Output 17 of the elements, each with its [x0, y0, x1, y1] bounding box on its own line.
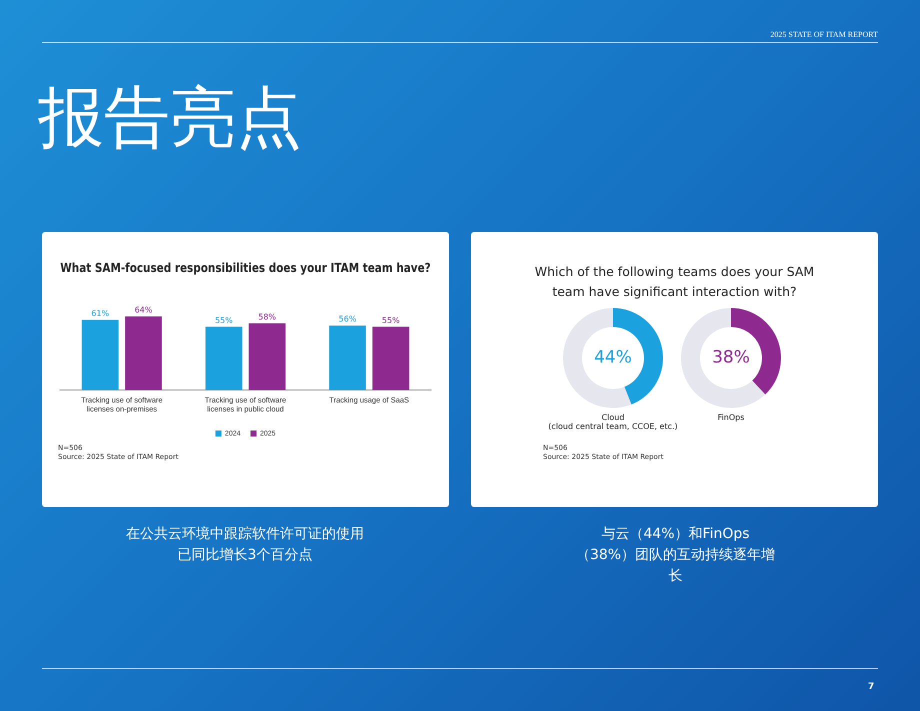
text: Cloud (cloud central team, CCOE, etc.) — [547, 413, 679, 431]
text: 在公共云环境中跟踪软件许可证的使用已同比增长3个百分点 — [125, 525, 365, 565]
text: 报告亮点 — [38, 78, 302, 158]
text: 与云（44%）和FinOps（38%）团队的互动持续逐年增长 — [574, 525, 776, 586]
data-label: 61% — [91, 308, 110, 318]
text: FinOps — [716, 413, 746, 422]
data-label: 44% — [594, 347, 632, 368]
data-label: 55% — [214, 316, 234, 325]
data-label: 56% — [338, 314, 357, 324]
text: 2025 STATE OF ITAM REPORT — [769, 30, 878, 39]
data-label: 38% — [712, 347, 750, 368]
text: 7 — [868, 682, 874, 692]
data-label: 64% — [134, 305, 153, 314]
chart-title: What SAM-focused responsibilities does your ITAM team have? — [60, 260, 431, 276]
text: Which of the following teams does your SAM team have significant interaction with? — [534, 263, 816, 301]
data-label: 58% — [258, 312, 276, 322]
data-label: 55% — [382, 316, 400, 325]
